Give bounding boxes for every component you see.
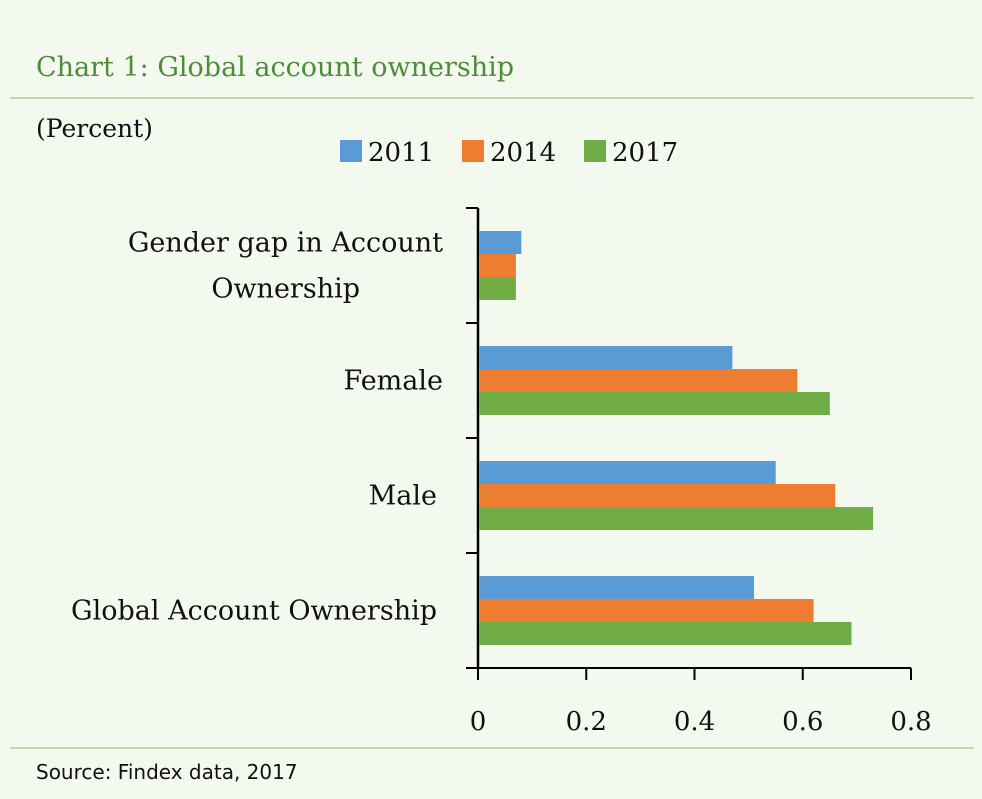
category-label: Ownership <box>211 274 360 305</box>
bar-2017 <box>479 392 830 415</box>
legend-swatch-2011 <box>340 140 362 162</box>
bar-2014 <box>479 599 814 622</box>
bar-2011 <box>479 461 776 484</box>
bar-2011 <box>479 576 755 599</box>
category-label: Global Account Ownership <box>71 596 437 627</box>
legend-label: 2011 <box>368 138 434 168</box>
bar-2014 <box>479 254 516 277</box>
x-tick-label: 0.2 <box>566 707 607 737</box>
x-tick-label: 0.8 <box>890 707 931 737</box>
legend-swatch-2017 <box>584 140 606 162</box>
legend-label: 2017 <box>612 138 678 168</box>
bar-2014 <box>479 484 836 507</box>
category-label: Male <box>369 481 437 512</box>
bar-2011 <box>479 231 522 254</box>
x-tick-label: 0.6 <box>782 707 823 737</box>
legend-swatch-2014 <box>462 140 484 162</box>
bar-2017 <box>479 507 874 530</box>
category-label: Female <box>343 366 443 397</box>
unit-label: (Percent) <box>36 114 153 143</box>
legend-label: 2014 <box>490 138 556 168</box>
bar-2014 <box>479 369 798 392</box>
x-tick-label: 0.4 <box>674 707 715 737</box>
footer-divider <box>10 747 974 749</box>
bar-2011 <box>479 346 733 369</box>
source-note: Source: Findex data, 2017 <box>36 760 298 784</box>
chart-title: Chart 1: Global account ownership <box>36 52 515 83</box>
title-divider <box>10 97 974 99</box>
x-tick-label: 0 <box>470 707 487 737</box>
bar-2017 <box>479 622 852 645</box>
category-label: Gender gap in Account <box>128 228 443 259</box>
bar-2017 <box>479 277 516 300</box>
